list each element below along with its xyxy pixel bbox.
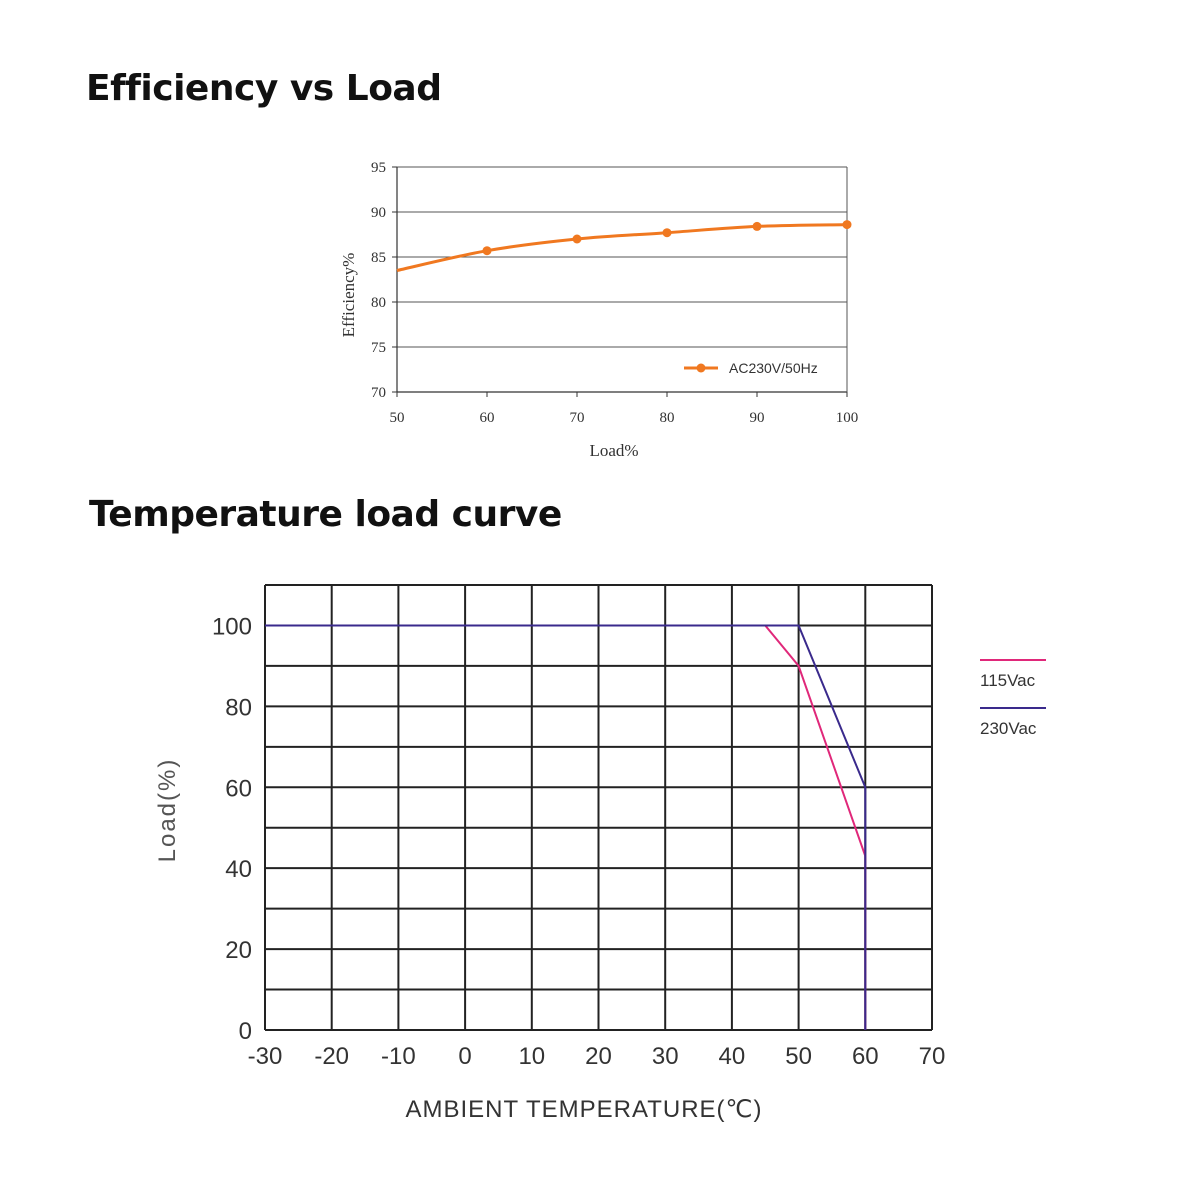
temperature-y-tick-label: 60 [225, 775, 252, 802]
efficiency-data-point [752, 221, 762, 231]
efficiency-x-axis-label: Load% [589, 441, 638, 460]
efficiency-ticks: 70 75 80 85 90 95 50 60 70 80 90 100 [371, 160, 858, 426]
efficiency-x-tick-label: 90 [750, 410, 765, 426]
efficiency-y-tick-label: 85 [371, 250, 386, 266]
efficiency-x-tick-label: 60 [480, 410, 495, 426]
efficiency-y-axis-label: Efficiency% [339, 253, 358, 338]
temperature-legend-label: 115Vac [980, 671, 1036, 690]
temperature-y-tick-label: 40 [225, 856, 252, 883]
temperature-y-tick-label: 20 [225, 937, 252, 964]
efficiency-data-point [572, 234, 582, 244]
efficiency-legend-label: AC230V/50Hz [729, 360, 818, 376]
temperature-legend-label: 230Vac [980, 719, 1037, 738]
efficiency-y-tick-label: 70 [371, 385, 386, 401]
temperature-section-title: Temperature load curve [89, 494, 562, 535]
efficiency-series [396, 220, 852, 272]
efficiency-y-tick-label: 80 [371, 295, 386, 311]
temperature-x-tick-label: 60 [852, 1043, 879, 1070]
efficiency-section-title: Efficiency vs Load [86, 68, 442, 109]
efficiency-axes [396, 167, 848, 393]
temperature-x-tick-label: 10 [518, 1043, 545, 1070]
temperature-x-tick-label: 40 [719, 1043, 746, 1070]
temperature-y-tick-label: 100 [212, 613, 252, 640]
temperature-x-tick-label: -20 [314, 1043, 349, 1070]
efficiency-y-tick-label: 75 [371, 340, 386, 356]
efficiency-data-point [482, 246, 492, 256]
temperature-x-tick-label: -30 [248, 1043, 283, 1070]
temperature-x-tick-label: 50 [785, 1043, 812, 1070]
efficiency-legend: AC230V/50Hz [684, 360, 818, 376]
temperature-y-tick-label: 0 [239, 1018, 252, 1045]
efficiency-y-tick-label: 95 [371, 160, 386, 176]
temperature-y-axis-label: Load(%) [154, 758, 181, 863]
temperature-legend: 115Vac 230Vac [980, 659, 1046, 738]
efficiency-series-line [396, 223, 848, 272]
temperature-x-tick-label: -10 [381, 1043, 416, 1070]
temperature-series [265, 624, 867, 1030]
temperature-x-tick-label: 20 [585, 1043, 612, 1070]
efficiency-x-tick-label: 50 [390, 410, 405, 426]
efficiency-x-tick-label: 80 [660, 410, 675, 426]
efficiency-y-tick-label: 90 [371, 205, 386, 221]
temperature-ticks: -30 -20 -10 0 10 20 30 40 50 60 70 0 20 40 60 80 100 [212, 613, 945, 1070]
temperature-y-tick-label: 80 [225, 694, 252, 721]
efficiency-x-tick-label: 100 [836, 410, 859, 426]
temperature-series-line [265, 624, 867, 1030]
temperature-grid [264, 584, 933, 1031]
temperature-x-axis-label: AMBIENT TEMPERATURE(℃) [406, 1096, 763, 1123]
temperature-x-tick-label: 70 [919, 1043, 946, 1070]
efficiency-legend-marker [696, 363, 706, 373]
efficiency-data-point [662, 228, 672, 238]
temperature-x-tick-label: 30 [652, 1043, 679, 1070]
temperature-x-tick-label: 0 [458, 1043, 471, 1070]
efficiency-grid [397, 166, 847, 348]
efficiency-data-point [842, 220, 852, 230]
efficiency-x-tick-label: 70 [570, 410, 585, 426]
